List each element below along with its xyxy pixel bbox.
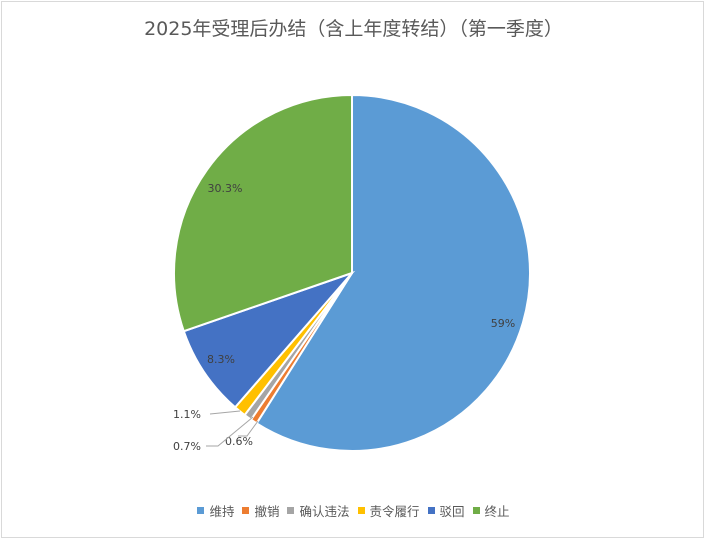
chart-title: 2025年受理后办结（含上年度转结）（第一季度）	[144, 18, 563, 40]
legend-label-weichi: 维持	[209, 504, 235, 519]
pie-slice-bohui	[182, 270, 356, 409]
legend-swatch-chexiao	[242, 507, 250, 514]
pie-slice-weichi	[255, 93, 531, 452]
data-label-zhongzhi: 30.3%	[208, 182, 243, 195]
legend-swatch-weichi	[197, 507, 205, 514]
legend-item-zeling-lvxing: 责令履行	[357, 501, 420, 520]
legend-label-bohui: 驳回	[439, 504, 465, 519]
legend: 维持 撤销 确认违法 责令履行 驳回 终止	[0, 501, 707, 520]
pie-slice-zhongzhi	[173, 93, 353, 333]
legend-swatch-zhongzhi	[472, 507, 480, 514]
legend-item-queren-weifa: 确认违法	[287, 501, 350, 520]
legend-item-bohui: 驳回	[427, 501, 465, 520]
data-label-weichi: 59%	[491, 317, 515, 330]
data-label-zeling-lvxing: 1.1%	[173, 408, 201, 421]
legend-swatch-queren-weifa	[287, 507, 295, 514]
legend-swatch-zeling-lvxing	[357, 507, 365, 514]
legend-label-zeling-lvxing: 责令履行	[369, 504, 420, 519]
legend-item-zhongzhi: 终止	[472, 501, 510, 520]
leader-line-queren-weifa	[206, 416, 254, 447]
leader-line-zeling-lvxing	[209, 410, 241, 415]
legend-label-zhongzhi: 终止	[484, 504, 510, 519]
data-label-chexiao: 0.6%	[225, 435, 253, 448]
data-label-queren-weifa: 0.7%	[173, 440, 201, 453]
legend-label-chexiao: 撤销	[254, 504, 280, 519]
data-label-bohui: 8.3%	[207, 353, 235, 366]
leader-line-chexiao	[238, 420, 259, 437]
legend-label-queren-weifa: 确认违法	[299, 504, 350, 519]
legend-item-chexiao: 撤销	[242, 501, 279, 520]
legend-item-weichi: 维持	[197, 501, 234, 520]
legend-swatch-bohui	[427, 507, 435, 514]
